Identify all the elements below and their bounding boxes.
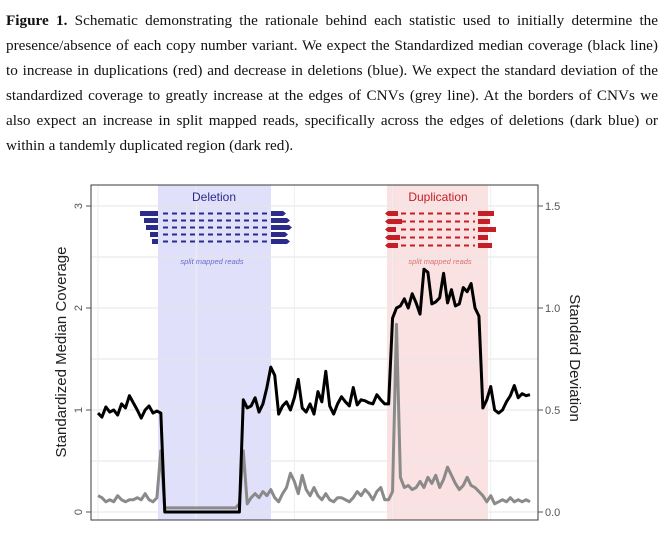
right-tick-label: 1.0 [545,303,560,315]
read-segment-left [152,239,158,244]
duplication-region [387,185,488,520]
left-axis: 0 1 2 3 [73,203,91,515]
duplication-label: Duplication [408,190,467,204]
duplication-split-reads [385,211,496,248]
figure-caption: Figure 1. Schematic demonstrating the ra… [6,8,658,158]
read-segment-left [385,219,402,224]
read-segment-left [385,227,396,232]
caption-label: Figure 1. [6,12,68,29]
right-axis: 0.0 0.5 1.0 1.5 [538,201,560,519]
read-segment-right [478,211,494,216]
sd-line [97,322,531,510]
left-tick-label: 0 [73,509,85,515]
read-segment-left [140,211,158,216]
plot-panel [90,184,539,521]
caption-text: Schematic demonstrating the rationale be… [6,12,658,154]
read-segment-right [478,227,496,232]
read-segment-right [271,225,292,230]
right-tick-label: 0.0 [545,507,560,519]
read-segment-left [385,235,400,240]
read-segment-right [478,235,488,240]
read-segment-right [271,211,286,216]
left-tick-label: 3 [73,203,85,209]
deletion-split-reads [140,211,292,244]
read-segment-left [146,225,158,230]
read-segment-right [271,239,290,244]
left-axis-label: Standardized Median Coverage [53,247,70,458]
read-segment-left [144,218,158,223]
read-segment-right [478,243,492,248]
coverage-line [96,267,531,514]
left-tick-label: 1 [73,407,85,413]
panel-border [90,184,539,521]
read-segment-right [271,232,288,237]
duplication-split-label: split mapped reads [408,257,472,266]
left-tick-label: 2 [73,305,85,311]
right-tick-label: 1.5 [545,201,560,213]
read-segment-left [150,232,158,237]
read-segment-left [385,211,398,216]
deletion-label: Deletion [192,190,236,204]
right-tick-label: 0.5 [545,405,560,417]
read-segment-right [271,218,290,223]
read-segment-left [385,243,398,248]
right-axis-label: Standard Deviation [566,294,583,422]
read-segment-right [478,219,490,224]
deletion-split-label: split mapped reads [180,257,244,266]
